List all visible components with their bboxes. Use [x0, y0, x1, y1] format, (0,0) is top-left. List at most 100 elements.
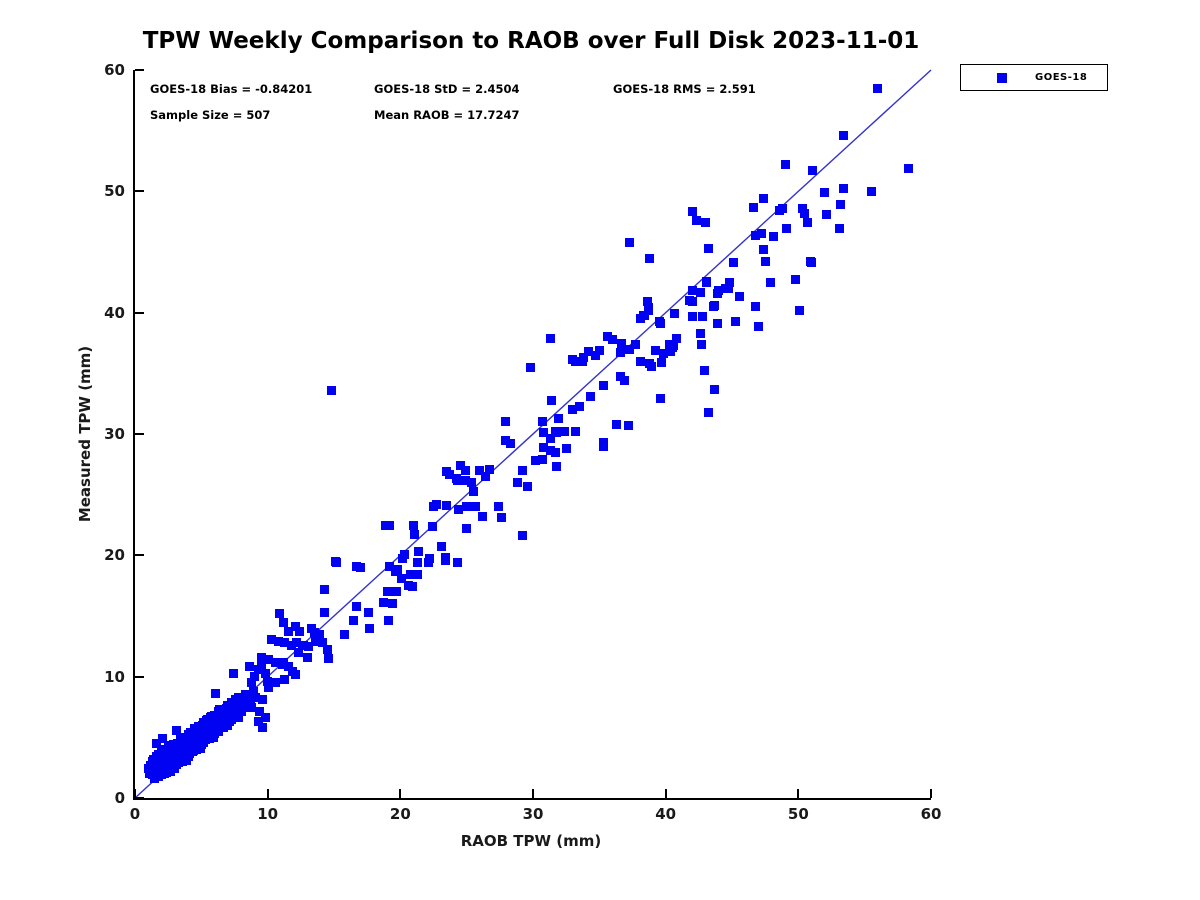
scatter-point — [241, 698, 251, 708]
scatter-point — [545, 333, 555, 343]
scatter-point — [460, 465, 470, 475]
scatter-point — [820, 188, 830, 198]
scatter-point — [191, 736, 201, 746]
scatter-point — [608, 334, 618, 344]
scatter-point — [247, 678, 257, 688]
scatter-point — [255, 707, 265, 717]
scatter-point — [765, 277, 775, 287]
scatter-point — [537, 417, 547, 427]
scatter-point — [670, 309, 680, 319]
scatter-point — [568, 405, 578, 415]
scatter-point — [714, 286, 724, 296]
scatter-point — [378, 598, 388, 608]
scatter-point — [385, 520, 395, 530]
stat-bias: GOES-18 Bias = -0.84201 — [150, 82, 313, 96]
scatter-point — [410, 530, 420, 540]
scatter-point — [756, 229, 766, 239]
scatter-point — [525, 362, 535, 372]
scatter-point — [363, 607, 373, 617]
scatter-point — [462, 524, 472, 534]
scatter-point — [248, 686, 258, 696]
scatter-point — [657, 357, 667, 367]
scatter-point — [398, 554, 408, 564]
scatter-point — [468, 486, 478, 496]
x-axis-tick-label: 10 — [257, 805, 279, 823]
scatter-point — [547, 395, 557, 405]
scatter-point — [184, 735, 194, 745]
legend-marker-square — [997, 72, 1007, 83]
scatter-point — [161, 744, 170, 754]
scatter-point — [166, 741, 176, 751]
scatter-point — [808, 166, 818, 176]
scatter-point — [478, 512, 488, 521]
scatter-point — [723, 283, 733, 293]
scatter-point — [578, 353, 588, 363]
scatter-point — [320, 584, 330, 594]
scatter-point — [728, 258, 738, 268]
scatter-point — [777, 203, 787, 213]
scatter-point — [598, 437, 608, 447]
scatter-point — [836, 200, 846, 210]
scatter-point — [866, 186, 876, 196]
scatter-point — [425, 554, 435, 564]
scatter-point — [731, 316, 741, 326]
y-axis-tick-label: 30 — [104, 425, 125, 443]
scatter-point — [700, 218, 710, 228]
scatter-point — [302, 652, 312, 662]
scatter-point — [643, 303, 653, 313]
scatter-point — [594, 345, 604, 355]
scatter-point — [310, 636, 320, 646]
scatter-point — [256, 662, 266, 672]
scatter-point — [409, 520, 419, 530]
scatter-point — [452, 558, 462, 568]
scatter-point — [211, 689, 221, 699]
scatter-point — [240, 690, 250, 700]
scatter-point — [797, 203, 807, 213]
scatter-point — [158, 734, 168, 744]
scatter-point — [760, 257, 770, 267]
scatter-point — [500, 435, 510, 445]
legend-series-label: GOES-18 — [1035, 72, 1088, 83]
scatter-point — [590, 350, 600, 360]
scatter-point — [768, 231, 778, 241]
y-axis-tick-label: 20 — [104, 546, 125, 565]
scatter-point — [669, 340, 679, 350]
scatter-point — [233, 713, 243, 723]
scatter-point — [712, 319, 722, 329]
scatter-point — [257, 695, 267, 705]
scatter-point — [309, 628, 319, 638]
legend-box: GOES-18 — [960, 64, 1108, 91]
scatter-point — [236, 696, 246, 706]
scatter-point — [735, 292, 745, 302]
scatter-point — [803, 218, 813, 228]
scatter-point — [292, 638, 302, 648]
x-axis-tick-label: 30 — [522, 805, 544, 823]
scatter-point — [208, 732, 218, 742]
scatter-point — [616, 348, 626, 358]
x-axis-tick — [134, 789, 136, 798]
scatter-point — [751, 302, 761, 312]
scatter-point — [484, 464, 494, 474]
scatter-point — [537, 454, 547, 464]
scatter-point — [553, 413, 563, 423]
scatter-point — [494, 502, 503, 512]
scatter-point — [570, 356, 580, 366]
scatter-point — [260, 713, 270, 723]
scatter-point — [807, 258, 817, 268]
scatter-point — [251, 692, 261, 702]
scatter-point — [219, 704, 229, 714]
x-axis-tick — [399, 789, 402, 798]
y-axis-tick — [135, 797, 144, 799]
scatter-point — [702, 277, 712, 287]
scatter-point — [227, 714, 237, 724]
scatter-point — [748, 202, 758, 212]
scatter-point — [552, 462, 562, 472]
scatter-point — [612, 419, 622, 429]
scatter-point — [176, 749, 186, 759]
scatter-point — [585, 391, 595, 401]
y-axis-tick — [135, 675, 144, 678]
scatter-point — [236, 707, 246, 717]
scatter-point — [349, 616, 359, 626]
scatter-point — [838, 184, 848, 194]
scatter-point — [245, 694, 255, 703]
